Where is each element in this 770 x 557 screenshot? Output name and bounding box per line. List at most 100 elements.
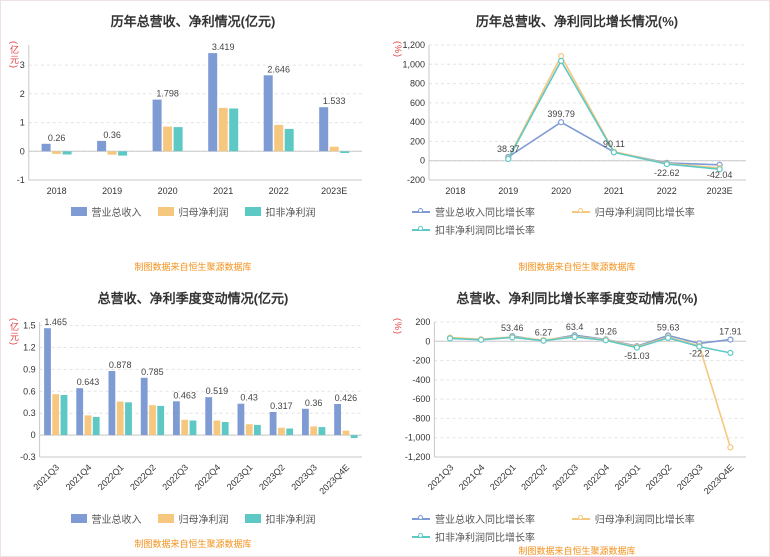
svg-text:2022Q4: 2022Q4: [193, 462, 223, 492]
svg-text:1,200: 1,200: [402, 40, 425, 50]
svg-text:6.27: 6.27: [535, 328, 553, 338]
legend-swatch-icon: [70, 514, 87, 523]
legend-dot-icon: [418, 533, 423, 538]
svg-text:-22.2: -22.2: [689, 348, 710, 358]
svg-text:-1,000: -1,000: [405, 433, 431, 443]
svg-text:0.785: 0.785: [141, 367, 164, 377]
svg-text:2021: 2021: [604, 186, 624, 196]
svg-text:2023Q2: 2023Q2: [257, 462, 287, 492]
svg-text:-200: -200: [407, 175, 425, 185]
legend-item: 扣非净利润同比增长率: [412, 529, 564, 544]
legend-swatch-icon: [244, 207, 261, 216]
svg-text:400: 400: [410, 117, 425, 127]
legend-item: 扣非净利润同比增长率: [412, 222, 564, 237]
chart-title: 总营收、净利同比增长率季度变动情况(%): [456, 291, 698, 306]
legend-item: 营业总收入: [70, 511, 142, 526]
svg-text:2023Q4E: 2023Q4E: [317, 462, 351, 496]
svg-text:2023E: 2023E: [321, 186, 347, 196]
svg-text:0.36: 0.36: [305, 398, 323, 408]
svg-text:2022Q1: 2022Q1: [96, 462, 126, 492]
svg-text:2021: 2021: [213, 186, 233, 196]
y-axis-unit-label: (亿元): [9, 41, 19, 69]
svg-text:0: 0: [420, 156, 425, 166]
plot-area: (亿元) -0.3 0 0.3 0.6 0.9 1.2 1.5 2021Q3 2021Q4 202…: [8, 310, 378, 509]
legend-label: 扣非净利润同比增长率: [435, 226, 535, 237]
svg-text:90.11: 90.11: [603, 139, 625, 149]
svg-text:1: 1: [20, 118, 25, 128]
data-source-note: 制图数据来自恒生聚源数据库: [134, 539, 252, 549]
svg-text:-1,200: -1,200: [405, 452, 431, 462]
legend-label: 归母净利润同比增长率: [594, 515, 695, 526]
chart-title: 历年总营收、净利同比增长情况(%): [475, 14, 679, 29]
svg-text:2022: 2022: [269, 186, 289, 196]
legend-label: 营业总收入同比增长率: [435, 515, 535, 526]
legend-label: 归母净利润: [178, 208, 229, 219]
plot-area: (%) -200 0 200 400 600 800 1,000 1,200 2018 2019 2…: [392, 33, 762, 202]
svg-text:2023Q4E: 2023Q4E: [702, 462, 736, 496]
svg-text:-51.03: -51.03: [624, 351, 650, 361]
svg-text:600: 600: [410, 98, 425, 108]
svg-text:0.463: 0.463: [173, 390, 196, 400]
svg-text:2023Q3: 2023Q3: [675, 462, 705, 492]
svg-text:0.36: 0.36: [103, 130, 121, 140]
svg-text:0.426: 0.426: [335, 393, 358, 403]
quarterly-yoy-growth-chart: 总营收、净利同比增长率季度变动情况(%) (%) 200 0 -200 -400 -60…: [385, 278, 769, 555]
legend-item: 归母净利润: [157, 204, 229, 219]
legend-label: 归母净利润同比增长率: [594, 208, 695, 219]
svg-text:-22.62: -22.62: [654, 168, 680, 178]
legend-dot-icon: [418, 515, 423, 520]
svg-text:2022Q3: 2022Q3: [160, 462, 190, 492]
legend: 营业总收入 归母净利润 扣非净利润: [70, 511, 316, 526]
svg-text:2021Q4: 2021Q4: [64, 462, 94, 492]
legend-line-marker-icon: [412, 226, 430, 231]
legend-item: 营业总收入同比增长率: [412, 204, 564, 219]
legend-line-marker-icon: [571, 515, 590, 520]
data-source-note: 制图数据来自恒生聚源数据库: [518, 546, 636, 555]
svg-text:0.317: 0.317: [270, 401, 293, 411]
chart-title: 历年总营收、净利情况(亿元): [110, 14, 276, 29]
plot-area: (%) 200 0 -200 -400 -600 -800 -1,000 -1,200 2021…: [392, 310, 762, 509]
svg-text:63.4: 63.4: [566, 322, 584, 332]
svg-text:0.878: 0.878: [109, 360, 132, 370]
svg-text:2022: 2022: [657, 186, 677, 196]
plot-area: (亿元) -1 0 1 2 3 2018 2019 2020 2021 2022 2023E 0.26…: [8, 33, 378, 202]
legend: 营业总收入同比增长率 归母净利润同比增长率扣非净利润同比增长率: [412, 204, 742, 237]
svg-text:2: 2: [20, 89, 25, 99]
svg-text:53.46: 53.46: [501, 323, 524, 333]
legend-item: 归母净利润同比增长率: [571, 511, 724, 526]
svg-text:1.5: 1.5: [23, 321, 36, 331]
svg-text:0.519: 0.519: [206, 386, 229, 396]
svg-text:38.37: 38.37: [497, 144, 520, 154]
svg-text:2023Q2: 2023Q2: [644, 462, 674, 492]
legend-line-marker-icon: [412, 515, 430, 520]
svg-text:-600: -600: [412, 394, 430, 404]
y-axis-unit-label: (亿元): [9, 318, 19, 346]
svg-text:0.43: 0.43: [240, 393, 258, 403]
svg-text:2022Q1: 2022Q1: [488, 462, 518, 492]
svg-text:2022Q2: 2022Q2: [519, 462, 549, 492]
legend-label: 营业总收入: [91, 515, 142, 526]
y-axis-unit-label: (%): [393, 318, 403, 335]
svg-text:3.419: 3.419: [212, 42, 235, 52]
svg-text:2023Q1: 2023Q1: [225, 462, 255, 492]
legend-item: 营业总收入: [70, 204, 142, 219]
svg-text:2.646: 2.646: [267, 64, 290, 74]
data-source-note: 制图数据来自恒生聚源数据库: [518, 262, 636, 272]
svg-text:-42.04: -42.04: [707, 170, 733, 180]
svg-text:0.26: 0.26: [48, 133, 66, 143]
svg-text:2018: 2018: [47, 186, 67, 196]
svg-text:2021Q4: 2021Q4: [457, 462, 487, 492]
svg-text:1.465: 1.465: [44, 317, 67, 327]
svg-text:1.533: 1.533: [323, 96, 346, 106]
svg-text:-200: -200: [412, 356, 430, 366]
legend-label: 营业总收入: [91, 208, 142, 219]
annual-revenue-profit-chart: 历年总营收、净利情况(亿元) (亿元) -1 0 1 2 3 2018 2019 2020 20…: [1, 1, 385, 278]
legend-line-marker-icon: [412, 208, 430, 213]
svg-text:2018: 2018: [445, 186, 465, 196]
chart-title: 总营收、净利季度变动情况(亿元): [97, 291, 289, 306]
svg-text:200: 200: [415, 317, 430, 327]
legend: 营业总收入同比增长率 归母净利润同比增长率扣非净利润同比增长率: [412, 511, 742, 544]
svg-text:0.643: 0.643: [77, 377, 100, 387]
svg-text:-1: -1: [17, 175, 25, 185]
